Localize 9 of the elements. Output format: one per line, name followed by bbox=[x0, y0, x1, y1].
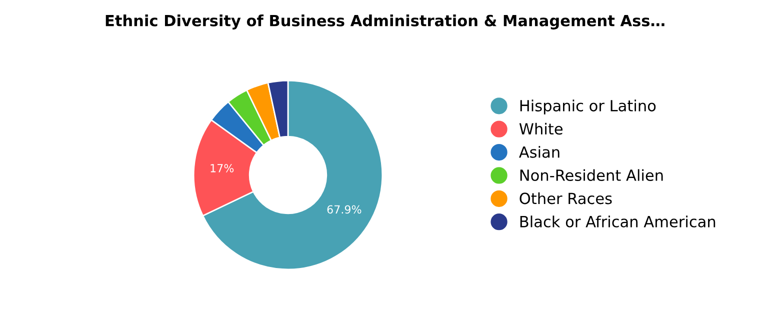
legend-label: Other Races bbox=[520, 192, 612, 204]
legend-label: Asian bbox=[519, 146, 560, 158]
data-label: 67.9% bbox=[327, 205, 362, 214]
legend-label: Black or African American bbox=[520, 216, 716, 228]
legend-label: Hispanic or Latino bbox=[520, 100, 656, 114]
legend-label: Non-Resident Alien bbox=[520, 169, 663, 182]
chart-title: Ethnic Diversity of Business Administration & Management Ass… bbox=[106, 14, 664, 30]
data-label: 17% bbox=[210, 164, 234, 172]
legend-label: White bbox=[519, 122, 562, 135]
